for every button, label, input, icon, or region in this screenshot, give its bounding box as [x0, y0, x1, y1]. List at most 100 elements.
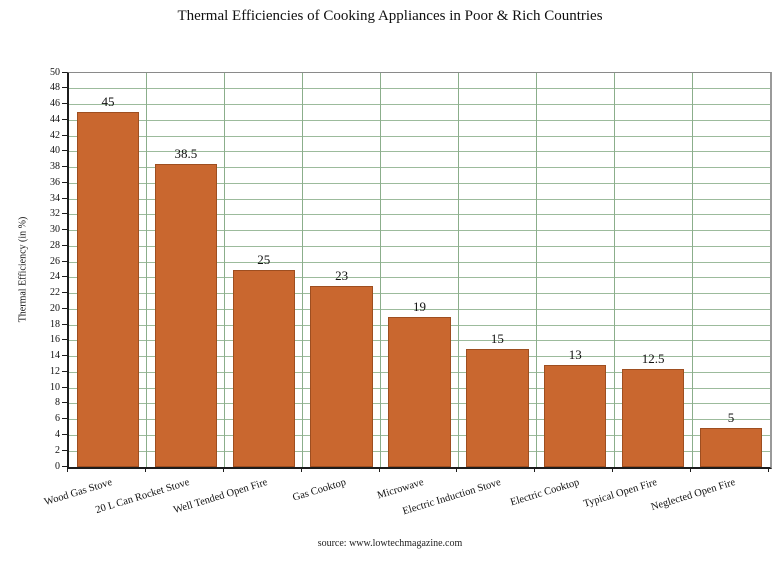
x-tick-mark [612, 468, 614, 472]
y-tick-mark [62, 465, 67, 467]
x-tick-mark [690, 468, 692, 472]
y-tick-label: 10 [50, 381, 60, 393]
y-tick-mark [62, 276, 67, 278]
gridline-horizontal [69, 167, 770, 169]
y-tick-mark [62, 197, 67, 199]
gridline-horizontal [69, 198, 770, 200]
chart-title: Thermal Efficiencies of Cooking Applianc… [177, 8, 603, 24]
gridline-horizontal [69, 308, 770, 310]
x-category-label: Gas Cooktop [290, 477, 347, 504]
y-tick-label: 6 [55, 413, 60, 425]
bar [622, 368, 685, 467]
y-tick-mark [62, 134, 67, 136]
x-tick-mark [300, 468, 302, 472]
gridline-vertical [457, 73, 459, 467]
bar [232, 270, 295, 467]
y-tick-mark [62, 71, 67, 73]
bar [310, 285, 373, 467]
y-tick-label: 24 [50, 271, 60, 283]
x-tick-mark [456, 468, 458, 472]
y-tick-mark [62, 433, 67, 435]
bar-value-label: 38.5 [174, 145, 198, 161]
y-tick-label: 0 [55, 460, 60, 472]
x-category-label: Electric Cooktop [508, 477, 581, 509]
x-category-label: Neglected Open Fire [649, 477, 737, 514]
bar-value-label: 12.5 [641, 350, 665, 366]
bar-value-label: 23 [335, 267, 349, 283]
y-tick-label: 36 [50, 176, 60, 188]
y-tick-mark [62, 370, 67, 372]
gridline-horizontal [69, 135, 770, 137]
y-tick-mark [62, 307, 67, 309]
y-tick-mark [62, 260, 67, 262]
gridline-horizontal [69, 119, 770, 121]
x-tick-mark [67, 468, 68, 472]
y-tick-label: 28 [50, 239, 60, 251]
x-tick-mark [378, 468, 380, 472]
y-tick-label: 16 [50, 334, 60, 346]
y-tick-label: 20 [50, 302, 60, 314]
bar-value-label: 5 [727, 409, 735, 425]
x-tick-mark [768, 468, 769, 472]
gridline-horizontal [69, 261, 770, 263]
gridline-vertical [691, 73, 693, 467]
bar [466, 348, 529, 467]
y-tick-mark [62, 229, 67, 231]
y-tick-mark [62, 244, 67, 246]
bar [76, 112, 140, 467]
y-tick-label: 32 [50, 208, 60, 220]
gridline-vertical [224, 73, 226, 467]
y-tick-label: 22 [50, 287, 60, 299]
y-tick-mark [62, 166, 67, 168]
gridline-vertical [613, 73, 615, 467]
y-tick-mark [62, 402, 67, 404]
y-tick-label: 8 [55, 397, 60, 409]
gridline-horizontal [69, 151, 770, 153]
y-tick-mark [62, 292, 67, 294]
bar-value-label: 15 [490, 330, 504, 346]
y-tick-label: 18 [50, 318, 60, 330]
gridline-vertical [302, 73, 304, 467]
bar [544, 364, 607, 467]
gridline-horizontal [69, 293, 770, 295]
y-tick-label: 30 [50, 224, 60, 236]
y-tick-label: 46 [50, 98, 60, 110]
y-tick-mark [62, 118, 67, 120]
bar-value-label: 25 [257, 252, 271, 267]
gridline-horizontal [69, 88, 770, 90]
y-tick-mark [62, 181, 67, 183]
y-tick-label: 50 [50, 66, 60, 78]
y-tick-mark [62, 339, 67, 341]
y-tick-mark [62, 323, 67, 325]
bar-value-label: 13 [568, 346, 582, 362]
x-tick-mark [534, 468, 536, 472]
bar-value-label: 45 [101, 94, 115, 110]
x-tick-mark [144, 468, 146, 472]
bar [699, 427, 763, 467]
y-tick-label: 26 [50, 255, 60, 267]
y-tick-label: 44 [50, 113, 60, 125]
bar [154, 163, 217, 467]
y-tick-label: 4 [55, 428, 60, 440]
x-category-label: Microwave [375, 477, 425, 502]
gridline-vertical [535, 73, 537, 467]
y-tick-mark [62, 386, 67, 388]
source-caption: source: www.lowtechmagazine.com [317, 538, 463, 549]
gridline-horizontal [69, 182, 770, 184]
y-tick-mark [62, 449, 67, 451]
y-tick-mark [62, 355, 67, 357]
y-tick-label: 34 [50, 192, 60, 204]
bar [388, 317, 451, 467]
y-tick-label: 38 [50, 161, 60, 173]
gridline-vertical [146, 73, 148, 467]
y-tick-label: 40 [50, 145, 60, 157]
y-tick-mark [62, 418, 67, 420]
y-tick-label: 12 [50, 365, 60, 377]
y-tick-mark [62, 87, 67, 89]
bar-value-label: 19 [412, 299, 426, 315]
x-tick-mark [222, 468, 224, 472]
y-tick-label: 2 [55, 444, 60, 456]
gridline-vertical [380, 73, 382, 467]
y-tick-label: 14 [50, 350, 60, 362]
plot-area: 45 38.5 25 23 19 15 13 12.5 5 [67, 72, 772, 469]
